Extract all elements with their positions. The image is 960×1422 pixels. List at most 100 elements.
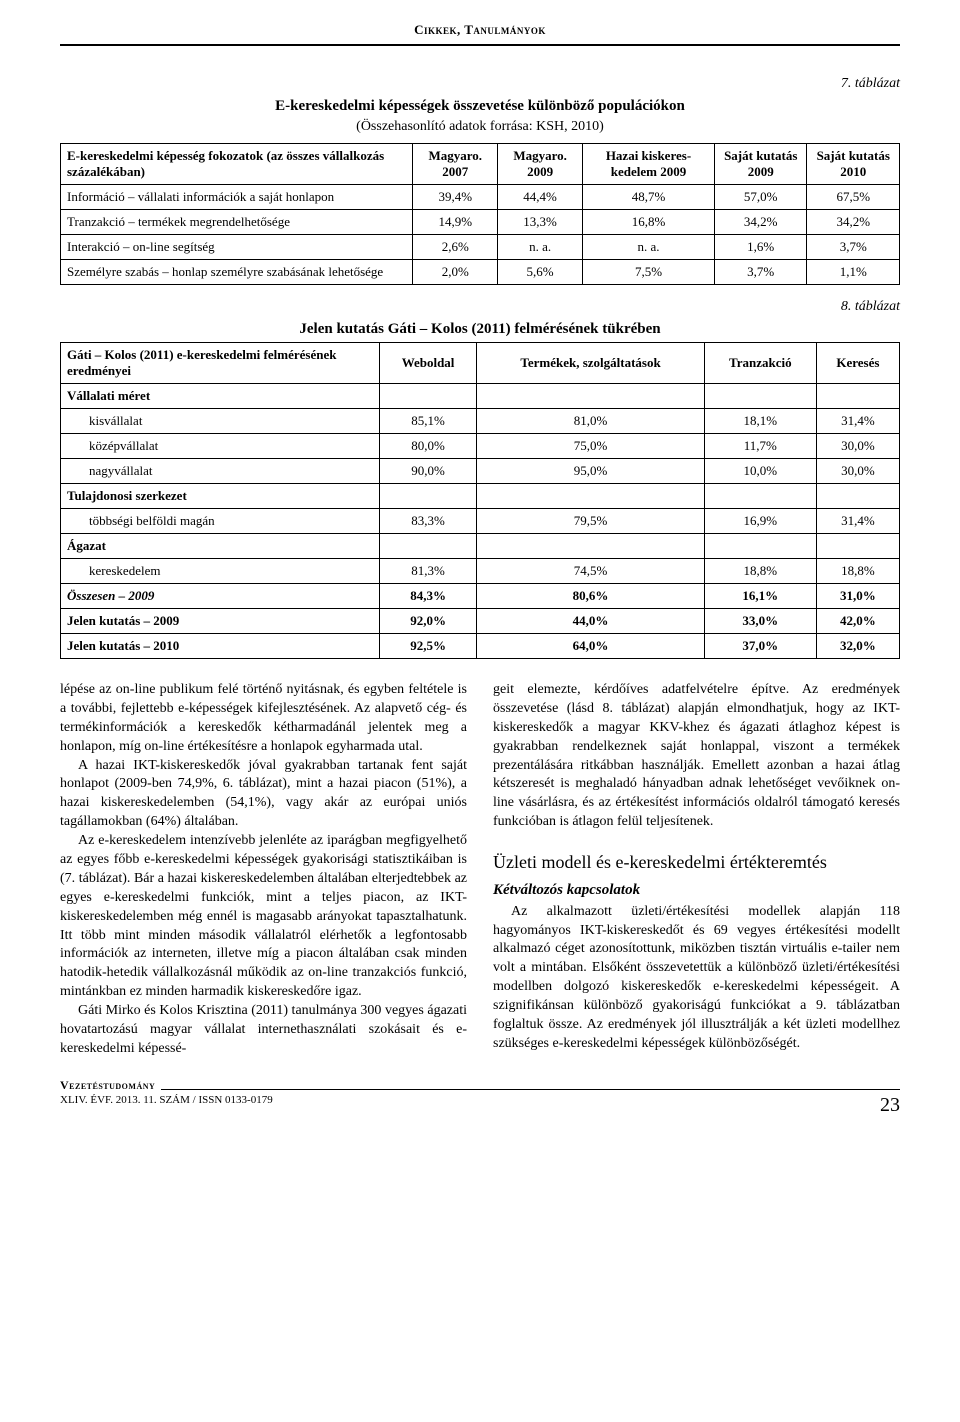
table-summary-row: Összesen – 200984,3%80,6%16,1%31,0%: [61, 584, 900, 609]
table8-header-row: Gáti – Kolos (2011) e-kereskedelmi felmé…: [61, 343, 900, 384]
table-cell: 18,8%: [816, 559, 899, 584]
table-cell: nagyvállalat: [61, 459, 380, 484]
table-cell: 31,0%: [816, 584, 899, 609]
table-summary-row: Jelen kutatás – 201092,5%64,0%37,0%32,0%: [61, 634, 900, 659]
table-cell: 80,0%: [379, 434, 477, 459]
table7-col5: Saját kutatás 2010: [807, 144, 900, 185]
table-cell: Jelen kutatás – 2009: [61, 609, 380, 634]
table8-col0: Gáti – Kolos (2011) e-kereskedelmi felmé…: [61, 343, 380, 384]
table-cell: n. a.: [498, 235, 583, 260]
table-group-heading: Tulajdonosi szerkezet: [61, 484, 380, 509]
table7-subtitle: (Összehasonlító adatok forrása: KSH, 201…: [60, 119, 900, 135]
body-right-column: geit elemezte, kérdőíves adatfelvételre …: [493, 681, 900, 1059]
running-head: Cikkek, Tanulmányok: [60, 20, 900, 46]
table-cell: 11,7%: [704, 434, 816, 459]
table7: E-kereskedelmi képesség fokozatok (az ös…: [60, 143, 900, 285]
table-row: kisvállalat85,1%81,0%18,1%31,4%: [61, 409, 900, 434]
table-cell: 92,0%: [379, 609, 477, 634]
table-cell: 92,5%: [379, 634, 477, 659]
table-cell: 18,1%: [704, 409, 816, 434]
section-heading: Üzleti modell és e-kereskedelmi értékter…: [493, 850, 900, 874]
table-row: Információ – vállalati információk a saj…: [61, 185, 900, 210]
issue-info: XLIV. ÉVF. 2013. 11. SZÁM / ISSN 0133-01…: [60, 1094, 273, 1117]
table-cell: 32,0%: [816, 634, 899, 659]
body-left-p4: Gáti Mirko és Kolos Krisztina (2011) tan…: [60, 1002, 467, 1059]
table-group-heading: Vállalati méret: [61, 384, 380, 409]
table-cell: többségi belföldi magán: [61, 509, 380, 534]
table-cell: 1,1%: [807, 260, 900, 285]
table-cell: 75,0%: [477, 434, 704, 459]
table-cell: 67,5%: [807, 185, 900, 210]
table8: Gáti – Kolos (2011) e-kereskedelmi felmé…: [60, 342, 900, 659]
table-row: Interakció – on-line segítség2,6%n. a.n.…: [61, 235, 900, 260]
table-cell: 30,0%: [816, 434, 899, 459]
table-cell: [477, 384, 704, 409]
table-cell: n. a.: [583, 235, 715, 260]
table-cell: 79,5%: [477, 509, 704, 534]
table-cell: 10,0%: [704, 459, 816, 484]
table-cell: 7,5%: [583, 260, 715, 285]
table7-col1: Magyaro. 2007: [413, 144, 498, 185]
table-cell: 44,4%: [498, 185, 583, 210]
page-footer: Vezetéstudomány XLIV. ÉVF. 2013. 11. SZÁ…: [60, 1089, 900, 1117]
table-cell: 83,3%: [379, 509, 477, 534]
table-cell: [816, 534, 899, 559]
table-cell: [477, 534, 704, 559]
table7-col3: Hazai kiskeres-kedelem 2009: [583, 144, 715, 185]
table-cell: 16,8%: [583, 210, 715, 235]
table-cell: [379, 534, 477, 559]
table8-col3: Tranzakció: [704, 343, 816, 384]
table-cell: 34,2%: [714, 210, 806, 235]
table-cell: 2,0%: [413, 260, 498, 285]
table-group-heading: Ágazat: [61, 534, 380, 559]
table7-col2: Magyaro. 2009: [498, 144, 583, 185]
table-cell: 33,0%: [704, 609, 816, 634]
table-cell: [477, 484, 704, 509]
table7-col4: Saját kutatás 2009: [714, 144, 806, 185]
table-cell: 85,1%: [379, 409, 477, 434]
table-cell: Összesen – 2009: [61, 584, 380, 609]
table-cell: 16,1%: [704, 584, 816, 609]
table-cell: [816, 484, 899, 509]
table-cell: 5,6%: [498, 260, 583, 285]
table-cell: 81,3%: [379, 559, 477, 584]
table-cell: 84,3%: [379, 584, 477, 609]
table-cell: 44,0%: [477, 609, 704, 634]
table-cell: [379, 384, 477, 409]
table-cell: 81,0%: [477, 409, 704, 434]
table-cell: 3,7%: [714, 260, 806, 285]
body-right-p1: geit elemezte, kérdőíves adatfelvételre …: [493, 681, 900, 832]
table-cell: Információ – vállalati információk a saj…: [61, 185, 413, 210]
table7-col0: E-kereskedelmi képesség fokozatok (az ös…: [61, 144, 413, 185]
table-group-heading-row: Vállalati méret: [61, 384, 900, 409]
table-cell: 31,4%: [816, 509, 899, 534]
table-cell: 90,0%: [379, 459, 477, 484]
table-cell: 74,5%: [477, 559, 704, 584]
table-cell: 34,2%: [807, 210, 900, 235]
table-cell: 3,7%: [807, 235, 900, 260]
table-cell: 95,0%: [477, 459, 704, 484]
page: Cikkek, Tanulmányok 7. táblázat E-keresk…: [0, 0, 960, 1147]
table8-col2: Termékek, szolgáltatások: [477, 343, 704, 384]
table8-label: 8. táblázat: [60, 299, 900, 315]
table-cell: 2,6%: [413, 235, 498, 260]
table-cell: 37,0%: [704, 634, 816, 659]
table-cell: Tranzakció – termékek megrendelhetősége: [61, 210, 413, 235]
table-group-heading-row: Tulajdonosi szerkezet: [61, 484, 900, 509]
table-cell: [704, 484, 816, 509]
table-cell: Jelen kutatás – 2010: [61, 634, 380, 659]
table-cell: Interakció – on-line segítség: [61, 235, 413, 260]
table-cell: 30,0%: [816, 459, 899, 484]
table-cell: kereskedelem: [61, 559, 380, 584]
body-left-p2: A hazai IKT-kiskereskedők jóval gyakrabb…: [60, 757, 467, 833]
table7-label: 7. táblázat: [60, 76, 900, 92]
table-row: középvállalat80,0%75,0%11,7%30,0%: [61, 434, 900, 459]
table-row: Tranzakció – termékek megrendelhetősége 1…: [61, 210, 900, 235]
table-cell: [816, 384, 899, 409]
table-row: Személyre szabás – honlap személyre szab…: [61, 260, 900, 285]
journal-name: Vezetéstudomány: [60, 1078, 161, 1093]
table-cell: [379, 484, 477, 509]
table-cell: 48,7%: [583, 185, 715, 210]
body-left-p1: lépése az on-line publikum felé történő …: [60, 681, 467, 757]
table8-col1: Weboldal: [379, 343, 477, 384]
